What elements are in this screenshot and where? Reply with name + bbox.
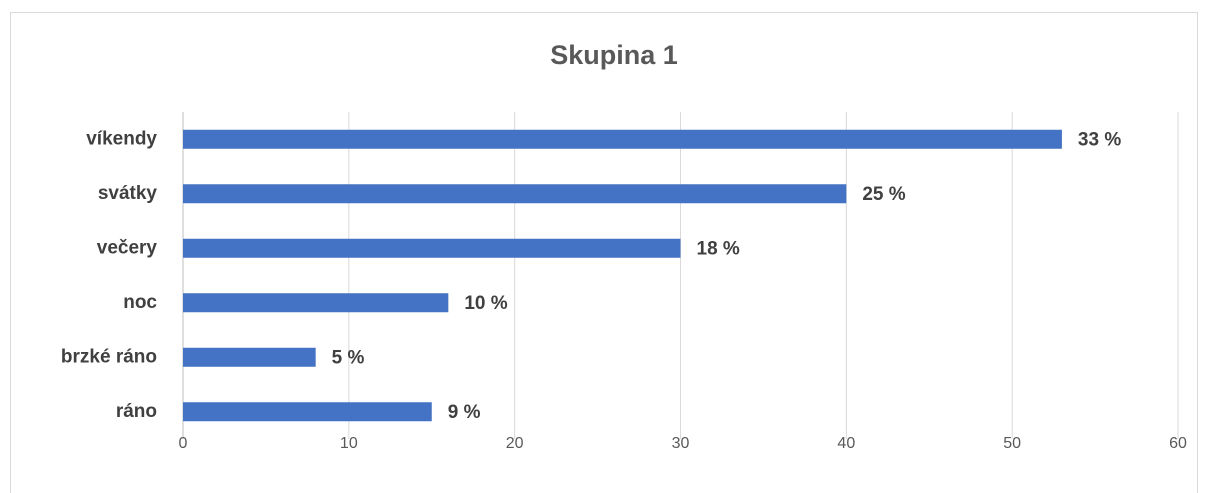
bar	[183, 238, 681, 258]
x-tick-label: 10	[340, 435, 358, 452]
bar	[183, 402, 432, 422]
y-tick-label: svátky	[98, 183, 158, 204]
x-tick-label: 50	[1003, 435, 1021, 452]
data-label: 10 %	[464, 293, 507, 314]
bar	[183, 347, 316, 367]
data-label: 33 %	[1078, 129, 1121, 150]
y-tick-label: brzké ráno	[61, 346, 157, 367]
bar	[183, 293, 449, 313]
data-label: 18 %	[697, 238, 740, 259]
x-tick-label: 40	[837, 435, 855, 452]
y-tick-label: večery	[97, 237, 158, 258]
x-tick-label: 60	[1169, 435, 1187, 452]
bar	[183, 129, 1062, 149]
y-tick-label: ráno	[116, 401, 157, 422]
chart-title: Skupina 1	[550, 40, 678, 70]
bar	[183, 184, 847, 204]
x-tick-label: 0	[179, 435, 188, 452]
data-label: 9 %	[448, 402, 481, 423]
y-tick-label: noc	[123, 292, 157, 313]
x-tick-label: 20	[506, 435, 524, 452]
y-tick-label: víkendy	[86, 128, 157, 149]
data-label: 25 %	[862, 184, 905, 205]
data-label: 5 %	[332, 347, 365, 368]
x-tick-label: 30	[672, 435, 690, 452]
